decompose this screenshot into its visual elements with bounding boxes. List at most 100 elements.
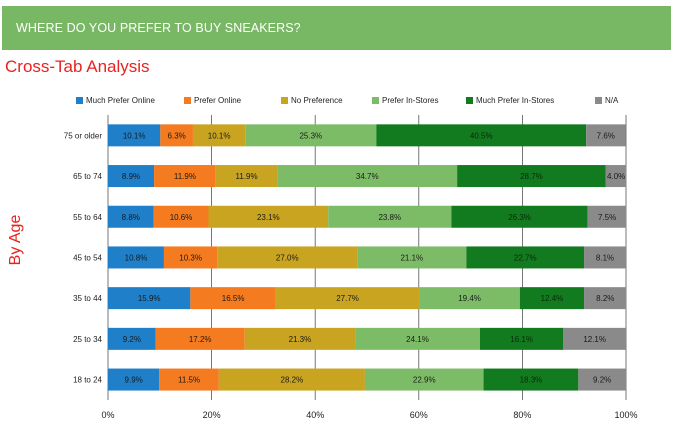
data-label: 10.1% [208, 131, 231, 140]
data-label: 28.2% [281, 376, 304, 385]
header-banner: WHERE DO YOU PREFER TO BUY SNEAKERS? [2, 6, 671, 50]
bar-segment [479, 327, 564, 350]
bar-segment [108, 205, 154, 228]
bar-segment [357, 246, 467, 269]
bar-segment [160, 124, 193, 147]
bar-segment [108, 246, 164, 269]
data-label: 12.4% [541, 294, 564, 303]
data-label: 27.0% [276, 253, 299, 262]
bar-segment [355, 327, 480, 350]
legend-label: Prefer Online [194, 96, 242, 105]
x-tick-label: 40% [306, 410, 324, 420]
x-tick-label: 60% [410, 410, 428, 420]
data-label: 15.9% [138, 294, 161, 303]
legend-item: N/A [595, 96, 618, 105]
bar-segment [277, 165, 458, 188]
legend-label: No Preference [291, 96, 343, 105]
data-label: 10.6% [170, 213, 193, 222]
data-label: 11.9% [174, 172, 196, 181]
bar-segment [153, 205, 209, 228]
data-label: 21.3% [289, 335, 312, 344]
data-label: 10.3% [179, 253, 202, 262]
data-label: 26.3% [508, 213, 531, 222]
legend-label: N/A [605, 96, 619, 105]
data-label: 19.4% [458, 294, 481, 303]
bar-segment [208, 205, 329, 228]
x-tick-label: 100% [614, 410, 637, 420]
data-label: 11.5% [178, 376, 200, 385]
category-label: 45 to 54 [73, 253, 102, 262]
data-label: 8.9% [122, 172, 140, 181]
bar-segment [584, 246, 626, 269]
category-label: 25 to 34 [73, 335, 102, 344]
bar-segment [244, 327, 356, 350]
bar-segment [376, 124, 587, 147]
data-label: 40.5% [470, 131, 493, 140]
category-label: 65 to 74 [73, 172, 102, 181]
data-label: 23.8% [378, 213, 401, 222]
data-label: 17.2% [189, 335, 212, 344]
bar-segment [108, 327, 156, 350]
data-label: 8.2% [596, 294, 614, 303]
category-label: 35 to 44 [73, 294, 102, 303]
data-label: 16.5% [222, 294, 245, 303]
bar-segment [108, 287, 191, 310]
legend-label: Much Prefer In-Stores [476, 96, 555, 105]
data-label: 25.3% [299, 131, 322, 140]
bar-segment [215, 165, 278, 188]
header-title: WHERE DO YOU PREFER TO BUY SNEAKERS? [16, 21, 301, 35]
bar-segment [159, 368, 219, 391]
bar-segment [245, 124, 377, 147]
data-label: 34.7% [356, 172, 379, 181]
bar-segment [419, 287, 520, 310]
bar-segment [519, 287, 585, 310]
legend-swatch [595, 97, 602, 104]
data-label: 24.1% [406, 335, 429, 344]
bar-segment [154, 165, 216, 188]
data-label: 27.7% [336, 294, 359, 303]
bar-segment [451, 205, 588, 228]
legend-item: Prefer Online [184, 96, 241, 105]
bar-segment [563, 327, 626, 350]
data-label: 8.8% [122, 213, 140, 222]
bar-segment [192, 124, 246, 147]
category-label: 75 or older [64, 131, 103, 140]
bar-segment [457, 165, 606, 188]
data-label: 22.7% [514, 253, 537, 262]
data-label: 18.3% [520, 376, 543, 385]
category-label: 55 to 64 [73, 213, 102, 222]
bar-segment [328, 205, 452, 228]
bar-segment [584, 287, 627, 310]
data-label: 12.1% [583, 335, 606, 344]
data-label: 22.9% [413, 376, 436, 385]
bar-segment [108, 124, 161, 147]
data-label: 28.7% [520, 172, 543, 181]
legend-swatch [466, 97, 473, 104]
bar-segment [108, 165, 155, 188]
bar-segment [108, 368, 160, 391]
legend-item: Much Prefer In-Stores [466, 96, 554, 105]
legend-label: Prefer In-Stores [382, 96, 439, 105]
data-label: 7.5% [598, 213, 616, 222]
x-tick-label: 20% [203, 410, 221, 420]
data-label: 7.6% [597, 131, 615, 140]
bar-segment [218, 368, 365, 391]
data-label: 21.1% [400, 253, 423, 262]
bar-segment [155, 327, 245, 350]
legend-swatch [372, 97, 379, 104]
x-tick-label: 0% [101, 410, 114, 420]
legend-swatch [184, 97, 191, 104]
bar-segment [605, 165, 627, 188]
bar-segment [190, 287, 276, 310]
data-label: 4.0% [607, 172, 625, 181]
bar-segment [364, 368, 484, 391]
data-label: 23.1% [257, 213, 280, 222]
data-label: 6.3% [168, 131, 186, 140]
category-label: 18 to 24 [73, 376, 102, 385]
legend-item: Prefer In-Stores [372, 96, 438, 105]
legend-label: Much Prefer Online [86, 96, 155, 105]
data-label: 9.2% [593, 376, 611, 385]
data-label: 11.9% [236, 172, 258, 181]
bar-segment [578, 368, 626, 391]
